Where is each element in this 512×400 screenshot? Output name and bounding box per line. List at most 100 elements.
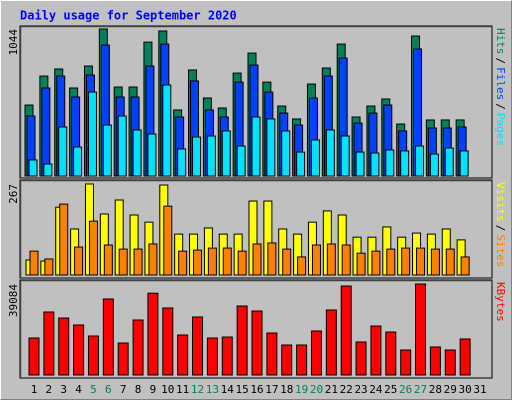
x-tick-label: 8 — [135, 383, 142, 396]
bar — [355, 341, 367, 376]
bar — [341, 244, 351, 276]
bar — [444, 349, 456, 376]
x-tick-label: 30 — [459, 383, 472, 396]
bar — [87, 335, 99, 376]
bar — [445, 248, 455, 276]
bar — [73, 324, 85, 376]
bar — [206, 135, 216, 177]
bar — [267, 242, 277, 276]
legend-entry: KBytes — [494, 282, 507, 322]
bar — [415, 283, 427, 376]
bar — [163, 205, 173, 276]
bar — [222, 247, 232, 276]
x-tick-label: 16 — [250, 383, 263, 396]
x-tick-label: 18 — [280, 383, 293, 396]
x-tick-label: 2 — [46, 383, 53, 396]
x-tick-label: 10 — [161, 383, 174, 396]
legend-entry: Pages — [494, 113, 507, 146]
bar — [400, 349, 412, 376]
bar — [117, 342, 129, 376]
bar — [355, 151, 365, 177]
bar — [44, 258, 54, 276]
bar — [28, 159, 38, 177]
bar — [430, 248, 440, 276]
x-tick-label: 1 — [31, 383, 38, 396]
x-tick-label: 6 — [105, 383, 112, 396]
bar — [102, 298, 114, 376]
bar — [132, 319, 144, 376]
x-tick-label: 28 — [429, 383, 442, 396]
bar — [207, 247, 217, 276]
bar — [326, 243, 336, 276]
bar — [251, 310, 263, 376]
bar — [192, 136, 202, 177]
panel-bevel — [20, 180, 491, 277]
bar — [236, 305, 248, 376]
x-tick-label: 26 — [399, 383, 412, 396]
bar — [221, 336, 233, 376]
x-tick-label: 5 — [90, 383, 97, 396]
bar — [325, 129, 335, 177]
bar — [356, 252, 366, 276]
x-tick-label: 15 — [236, 383, 249, 396]
x-tick-label: 23 — [354, 383, 367, 396]
legend-separator: / — [494, 58, 507, 65]
bar — [325, 309, 337, 376]
legend-entry: Visits — [494, 182, 507, 222]
x-tick-label: 25 — [384, 383, 397, 396]
x-tick-label: 21 — [325, 383, 338, 396]
bar — [416, 247, 426, 276]
bar — [252, 243, 262, 276]
bar — [282, 248, 292, 276]
bar — [29, 250, 39, 276]
bar — [43, 311, 55, 376]
bar — [415, 145, 425, 177]
bar — [147, 292, 159, 376]
bar — [73, 146, 83, 177]
x-tick-label: 17 — [265, 383, 278, 396]
bar — [28, 337, 40, 376]
x-tick-label: 13 — [206, 383, 219, 396]
bar — [221, 130, 231, 177]
bar — [102, 124, 112, 177]
bar — [178, 250, 188, 276]
bar — [460, 256, 470, 276]
bar — [340, 135, 350, 177]
bar — [74, 246, 84, 276]
bar — [340, 285, 352, 376]
y-tick-label: 1044 — [7, 29, 20, 56]
bar — [192, 316, 204, 376]
bar — [162, 307, 174, 376]
bar — [401, 247, 411, 276]
bar — [117, 115, 127, 177]
chart-title: Daily usage for September 2020 — [20, 9, 237, 23]
legend-separator: / — [494, 225, 507, 232]
bar — [59, 203, 69, 276]
bar — [444, 147, 454, 177]
bar — [236, 145, 246, 177]
bar — [385, 331, 397, 376]
x-tick-label: 20 — [310, 383, 323, 396]
x-tick-label: 14 — [221, 383, 235, 396]
x-tick-label: 9 — [150, 383, 157, 396]
bar — [459, 338, 471, 376]
bar — [310, 330, 322, 376]
x-tick-label: 19 — [295, 383, 308, 396]
bar — [58, 317, 70, 376]
legend-entry: Files — [494, 67, 507, 100]
bar — [87, 91, 97, 177]
x-tick-label: 31 — [473, 383, 486, 396]
x-tick-label: 3 — [60, 383, 67, 396]
bar — [429, 346, 441, 376]
panel-bevel — [20, 26, 491, 177]
bar — [103, 244, 113, 276]
bar — [266, 118, 276, 177]
bar — [118, 248, 128, 276]
bar — [297, 256, 307, 276]
x-tick-label: 7 — [120, 383, 127, 396]
legend: KBytes — [494, 282, 507, 322]
bar — [281, 130, 291, 177]
y-tick-label: 267 — [7, 184, 20, 204]
bar — [132, 129, 142, 177]
